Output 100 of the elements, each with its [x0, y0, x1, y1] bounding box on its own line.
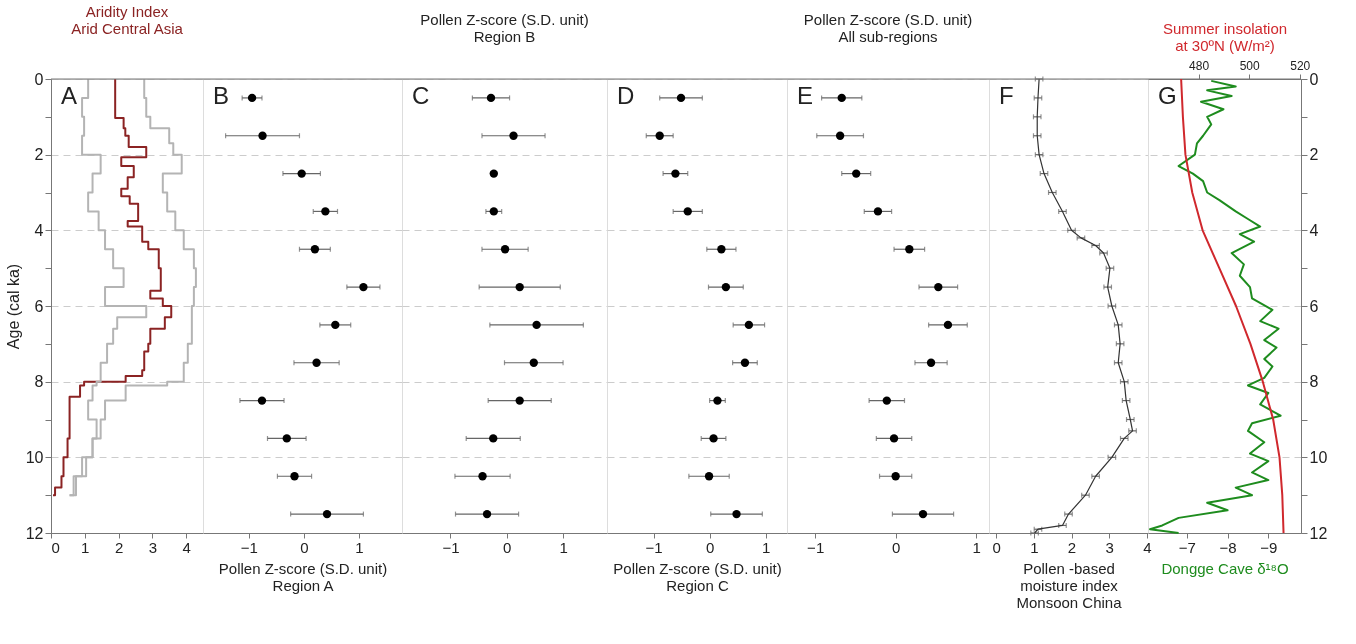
annotation: E	[797, 82, 814, 109]
point	[873, 207, 883, 216]
y-tick-label: 2	[1309, 146, 1319, 164]
x-tick-label: −1	[645, 538, 663, 556]
y-tick-label: 8	[34, 373, 44, 391]
point	[322, 509, 332, 519]
point	[247, 93, 257, 103]
point	[297, 169, 306, 178]
point	[478, 472, 487, 481]
point	[683, 207, 692, 216]
point	[671, 169, 680, 178]
x-tick-label: 1	[355, 538, 364, 556]
y-tick-label: 10	[1309, 448, 1328, 466]
point	[934, 282, 943, 292]
y-tick-label: 0	[34, 70, 44, 88]
point	[655, 131, 664, 140]
x2-tick-label: 520	[1290, 58, 1311, 73]
x-tick-label: 0	[300, 538, 309, 556]
x-tick-label: 1	[972, 538, 981, 556]
x-tick-label: 0	[992, 538, 1001, 556]
point	[721, 282, 731, 292]
x-axis-title: Pollen Z-score (S.D. unit) Region A	[218, 559, 388, 594]
y-axis-title: Age (cal ka)	[4, 263, 22, 350]
point	[489, 207, 498, 216]
x-axis-title: Pollen -based moisture index Monsoon China	[1016, 559, 1123, 611]
point	[882, 396, 891, 405]
point	[509, 131, 518, 140]
y-tick-label: 10	[25, 448, 44, 466]
point	[312, 358, 321, 367]
y-tick-label: 12	[1309, 524, 1328, 542]
point	[482, 509, 492, 519]
x-tick-label: 4	[182, 538, 191, 556]
x-tick-label: −1	[240, 538, 258, 556]
point	[709, 434, 718, 443]
x-axis-title: Pollen Z-score (S.D. unit) Region C	[613, 559, 782, 594]
point	[489, 434, 498, 443]
point	[486, 93, 496, 103]
x-tick-label: 3	[148, 538, 158, 556]
y-tick-label: 6	[1309, 297, 1319, 315]
y-tick-label: 2	[34, 146, 44, 164]
point	[837, 93, 846, 103]
point	[891, 472, 900, 481]
x-tick-label: 1	[559, 538, 568, 556]
point	[529, 358, 538, 367]
point	[744, 320, 754, 330]
point	[257, 396, 267, 405]
chart-title: Aridity Index Arid Central Asia	[71, 3, 184, 37]
x-tick-label: −1	[807, 538, 825, 556]
point	[310, 245, 320, 254]
point	[713, 396, 722, 405]
y-tick-label: 6	[34, 297, 44, 315]
chart-title: Pollen Z-score (S.D. unit) All sub-regions	[803, 10, 973, 45]
point	[532, 320, 541, 330]
point	[290, 472, 299, 481]
y-tick-label: 4	[34, 221, 44, 239]
annotation: C	[412, 82, 430, 109]
line-series	[1149, 79, 1282, 534]
x-tick-label: −1	[442, 538, 460, 556]
point	[926, 358, 936, 367]
point	[676, 93, 686, 103]
point	[732, 509, 741, 519]
point	[717, 245, 726, 254]
x-tick-label: −7	[1178, 538, 1196, 556]
y-tick-label: 0	[1309, 70, 1319, 88]
point	[359, 282, 368, 292]
x-tick-label: −8	[1219, 538, 1237, 556]
point	[258, 131, 267, 140]
annotation: G	[1158, 82, 1177, 109]
x-tick-label: 0	[51, 538, 60, 556]
chart-title: Pollen Z-score (S.D. unit) Region B	[420, 10, 589, 45]
point	[515, 282, 524, 292]
x-tick-label: 4	[1143, 538, 1152, 556]
annotation: F	[999, 82, 1014, 109]
x-tick-label: 1	[1030, 538, 1039, 556]
point	[704, 472, 714, 481]
annotation: D	[617, 82, 635, 109]
point	[835, 131, 845, 140]
x-tick-label: 2	[1067, 538, 1077, 556]
x-tick-label: 3	[1105, 538, 1114, 556]
point	[331, 320, 340, 330]
point	[515, 396, 524, 405]
annotation: B	[213, 82, 230, 109]
x2-axis-title: Summer insolation at 30ºN (W/m²)	[1162, 19, 1288, 54]
x2-tick-label: 480	[1189, 58, 1210, 73]
point	[852, 169, 861, 178]
x-tick-label: −9	[1260, 538, 1278, 556]
point	[943, 320, 953, 330]
point	[889, 434, 899, 443]
y-tick-label: 12	[25, 524, 44, 542]
annotation: A	[61, 82, 78, 109]
x-tick-label: 1	[762, 538, 771, 556]
y-tick-label: 8	[1309, 373, 1319, 391]
x-tick-label: 0	[705, 538, 715, 556]
x-tick-label: 2	[114, 538, 124, 556]
point	[740, 358, 750, 367]
point	[282, 434, 291, 443]
x2-tick-label: 500	[1239, 58, 1260, 73]
x-axis-title: Dongge Cave δ¹⁸O	[1161, 559, 1289, 577]
x-tick-label: 1	[81, 538, 90, 556]
y-tick-label: 4	[1309, 221, 1319, 239]
